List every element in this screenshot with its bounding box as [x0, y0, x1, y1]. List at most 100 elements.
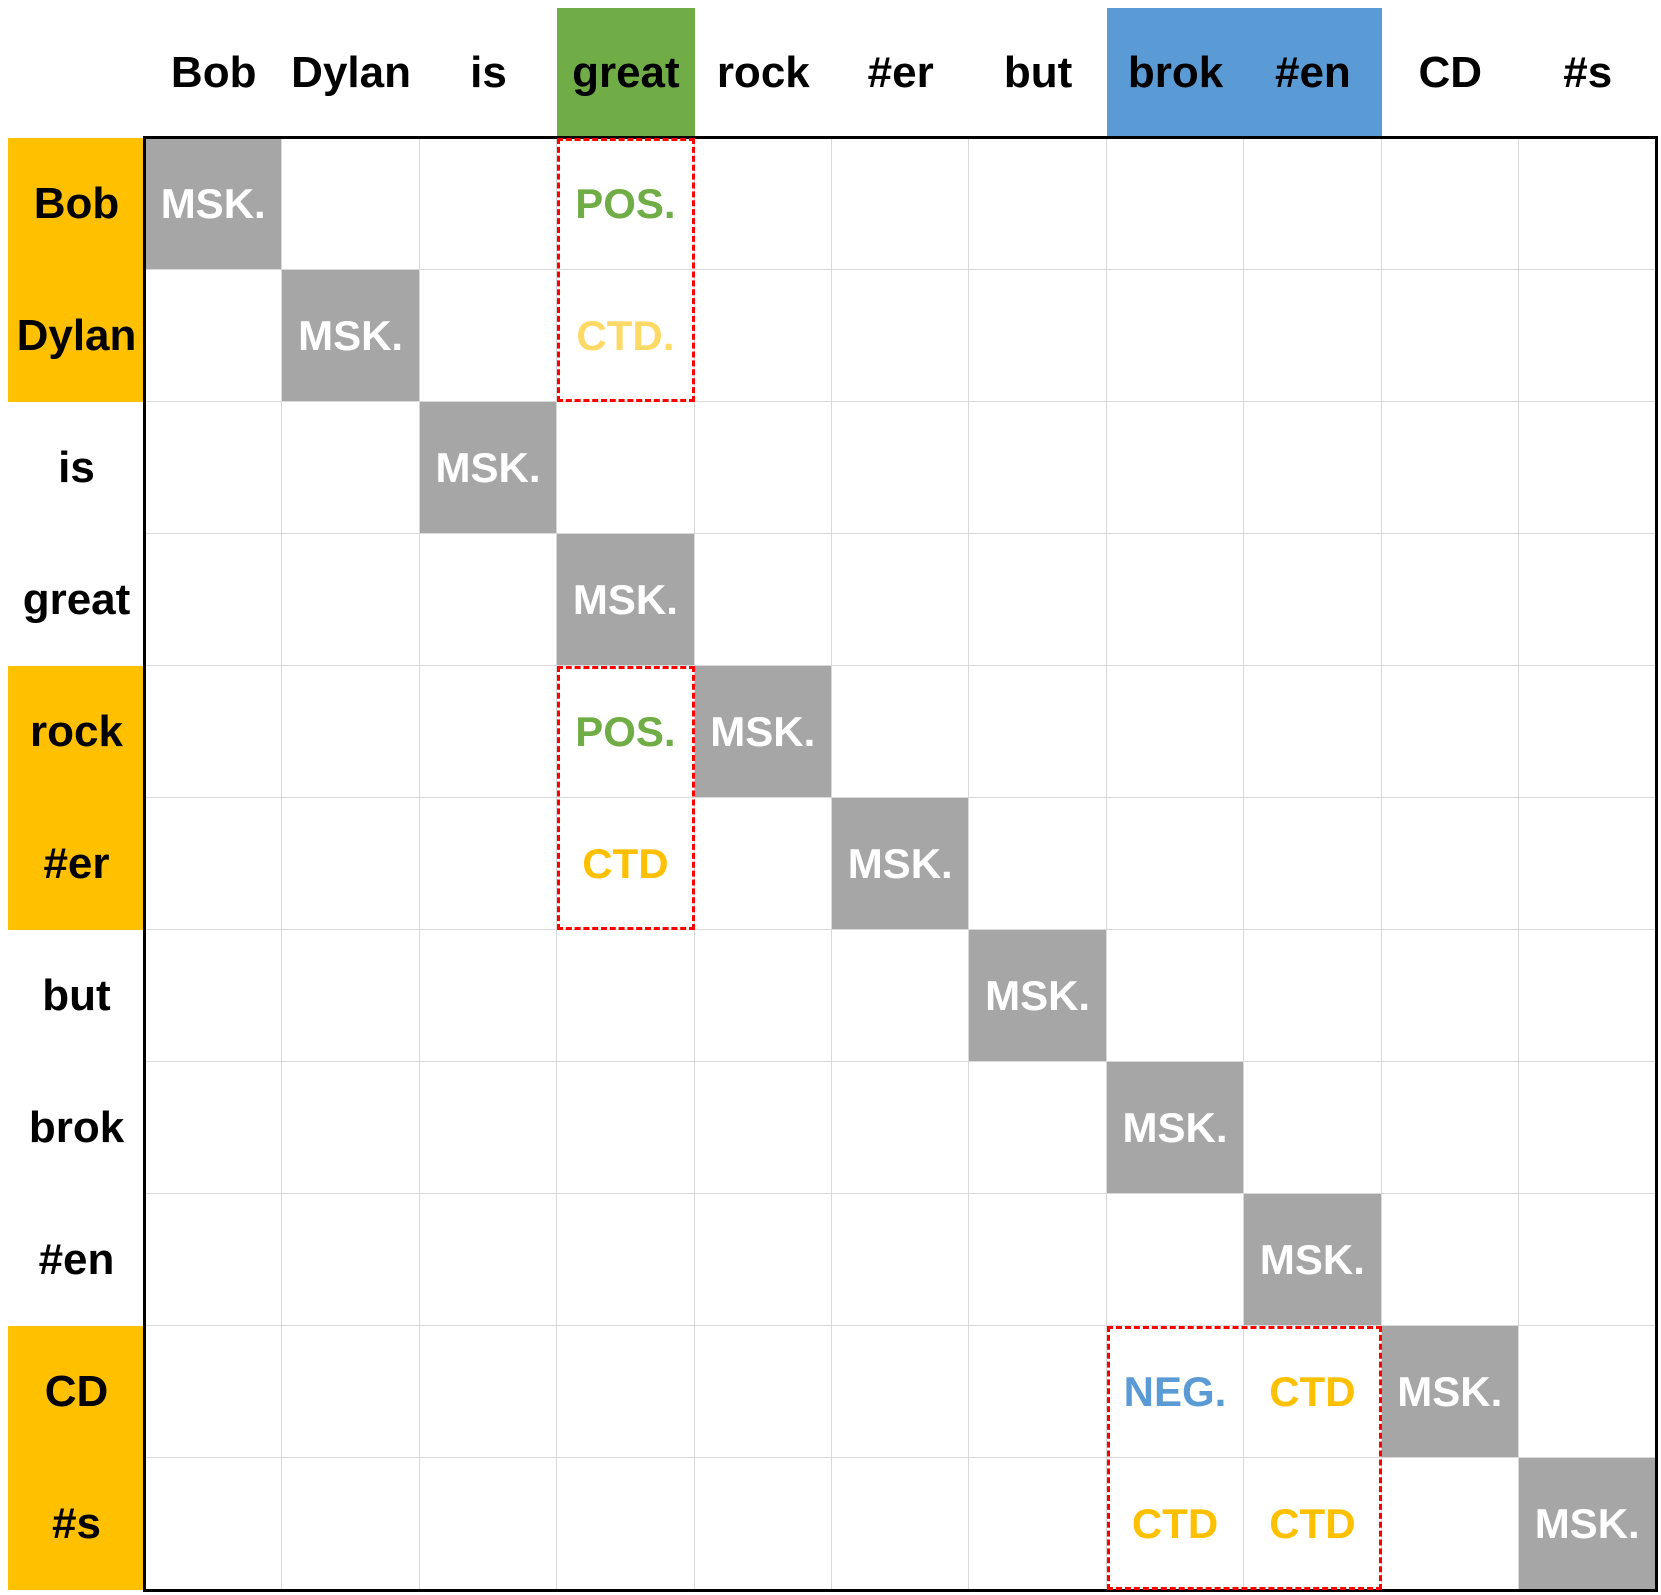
mask-cell: MSK.	[557, 534, 695, 666]
grid-cell	[1519, 534, 1657, 666]
column-header-9: CD	[1418, 48, 1483, 97]
grid-cell	[1519, 270, 1657, 402]
grid-cell	[969, 1326, 1107, 1458]
grid-cell	[1244, 534, 1382, 666]
grid-cell	[694, 138, 832, 270]
grid-cell	[969, 534, 1107, 666]
grid-cell	[557, 930, 695, 1062]
mask-cell: MSK.	[145, 138, 283, 270]
grid-cell	[1519, 1326, 1657, 1458]
grid-cell	[419, 930, 558, 1062]
grid-cell	[969, 402, 1107, 534]
relation-label: CTD	[557, 798, 695, 930]
column-header-6: but	[1003, 48, 1073, 97]
grid-cell	[145, 798, 283, 930]
grid-cell	[832, 402, 970, 534]
row-header-0: Bob	[33, 179, 120, 228]
grid-cell	[1106, 270, 1245, 402]
grid-cell	[1106, 138, 1245, 270]
grid-cell	[1244, 798, 1382, 930]
grid-cell	[1106, 534, 1245, 666]
grid-cell	[419, 270, 558, 402]
column-header-2: is	[470, 48, 507, 97]
grid-cell	[969, 798, 1107, 930]
mask-cell: MSK.	[969, 930, 1107, 1062]
grid-cell	[1381, 138, 1519, 270]
mask-cell: MSK.	[1519, 1458, 1657, 1590]
row-highlight-1	[8, 666, 145, 930]
column-highlight-1	[1106, 8, 1382, 138]
grid-cell	[282, 1194, 420, 1326]
grid-cell	[1381, 270, 1519, 402]
grid-cell	[145, 402, 283, 534]
row-header-8: #en	[38, 1235, 115, 1284]
row-header-3: great	[22, 575, 131, 624]
grid-cell	[1519, 930, 1657, 1062]
grid-cell	[1381, 1458, 1519, 1590]
grid-cell	[694, 402, 832, 534]
grid-cell	[1381, 666, 1519, 798]
relation-label: CTD	[1244, 1326, 1382, 1458]
grid-cell	[419, 1326, 558, 1458]
grid-cell	[832, 138, 970, 270]
grid-cell	[832, 1062, 970, 1194]
grid-cell	[694, 1326, 832, 1458]
grid-cell	[694, 930, 832, 1062]
grid-cell	[832, 534, 970, 666]
mask-cell: MSK.	[419, 402, 558, 534]
column-header-3: great	[572, 48, 680, 97]
grid-cell	[557, 1062, 695, 1194]
relation-label: CTD	[1106, 1458, 1245, 1590]
grid-cell	[419, 534, 558, 666]
grid-cell	[1106, 798, 1245, 930]
grid-cell	[1244, 138, 1382, 270]
grid-cell	[557, 1194, 695, 1326]
grid-cell	[557, 402, 695, 534]
column-header-1: Dylan	[291, 48, 411, 97]
grid-cell	[694, 534, 832, 666]
grid-cell	[282, 798, 420, 930]
grid-cell	[282, 1326, 420, 1458]
grid-cell	[1381, 1062, 1519, 1194]
column-header-0: Bob	[170, 48, 257, 97]
grid-cell	[694, 1458, 832, 1590]
grid-cell	[969, 1458, 1107, 1590]
grid-cell	[832, 1194, 970, 1326]
grid-cell	[969, 270, 1107, 402]
grid-cell	[969, 138, 1107, 270]
grid-cell	[145, 930, 283, 1062]
relation-label: CTD	[1244, 1458, 1382, 1590]
grid-cell	[419, 798, 558, 930]
grid-cell	[1519, 402, 1657, 534]
column-header-4: rock	[716, 48, 810, 97]
relation-label: POS.	[557, 666, 695, 798]
grid-cell	[419, 1194, 558, 1326]
grid-cell	[145, 1194, 283, 1326]
row-header-9: CD	[44, 1367, 109, 1416]
grid-cell	[145, 1062, 283, 1194]
mask-cell: MSK.	[1106, 1062, 1245, 1194]
mask-cell: MSK.	[282, 270, 420, 402]
column-highlight-0	[557, 8, 695, 138]
column-header-10: #s	[1563, 48, 1613, 97]
grid-cell	[969, 1194, 1107, 1326]
relation-label: POS.	[557, 138, 695, 270]
grid-cell	[832, 1458, 970, 1590]
grid-cell	[694, 270, 832, 402]
row-highlight-2	[8, 1326, 145, 1590]
column-header-8: #en	[1274, 48, 1351, 97]
grid-cell	[832, 270, 970, 402]
grid-cell	[832, 930, 970, 1062]
grid-cell	[694, 1062, 832, 1194]
row-header-5: #er	[43, 839, 110, 888]
grid-cell	[1381, 534, 1519, 666]
grid-cell	[1519, 1194, 1657, 1326]
column-header-7: brok	[1127, 48, 1224, 97]
grid-cell	[145, 534, 283, 666]
grid-cell	[694, 1194, 832, 1326]
mask-cell: MSK.	[1381, 1326, 1519, 1458]
row-header-7: brok	[28, 1103, 125, 1152]
grid-cell	[1244, 270, 1382, 402]
grid-cell	[282, 402, 420, 534]
